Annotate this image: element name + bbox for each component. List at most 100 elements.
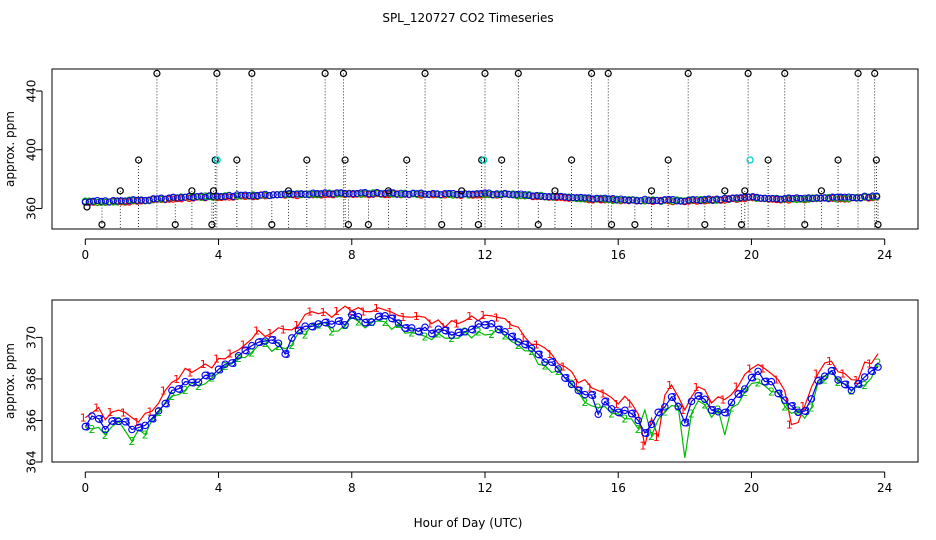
series-1-label: 1 [746,363,753,376]
series-1-label: 1 [386,306,393,319]
series-point [809,194,817,203]
series-point [585,194,593,202]
series-3-point [687,397,696,406]
series-point [165,194,173,202]
series-point [869,192,877,200]
series-point [457,190,465,198]
series-2-label: 2 [648,430,655,443]
series-point [661,196,669,204]
series-point [593,194,601,202]
series-3-point [381,312,389,320]
series-point [705,195,713,203]
series-3-point [148,414,156,423]
series-2-label: 2 [781,400,788,413]
series-1-label: 1 [293,319,300,332]
series-1-label: 1 [346,305,353,318]
series-2-label: 2 [808,402,815,415]
series-3-point [348,311,356,319]
series-2-label: 2 [168,390,175,403]
series-point [153,195,161,203]
series-3-point [487,319,496,328]
series-3-point [674,402,682,411]
series-1-label: 1 [559,361,566,374]
series-point [137,196,145,204]
series-3-point [521,340,529,349]
series-point [221,193,229,201]
series-3-label: 3 [803,405,810,418]
series-point [801,194,809,202]
outlier-point [534,220,542,229]
series-2-label: 2 [475,325,482,338]
series-3-point [787,402,796,410]
series-point [737,194,745,202]
series-3-point [368,318,376,326]
series-point [229,192,237,200]
series-3-point [447,331,456,339]
series-2-label: 2 [182,384,189,397]
series-3-label: 3 [603,396,610,409]
outlier-point [744,69,752,78]
top-x-axis: 0 4 8 12 16 20 24 [81,238,892,262]
top-y-axis-label: approx. ppm [3,111,17,187]
series-3-point [441,326,449,335]
series-point [309,189,317,197]
series-point [701,195,709,204]
series-3-point [801,407,809,415]
series-3-label: 3 [777,388,784,401]
outlier-point [801,220,809,229]
series-2-label: 2 [501,330,508,343]
series-3-label: 3 [617,406,624,419]
outlier-point [551,187,559,195]
series-1-label: 1 [599,387,606,400]
series-point [605,195,613,203]
series-3-point [88,412,96,420]
series-point [237,191,245,199]
series-point [217,192,225,201]
series-2-label: 2 [435,327,442,340]
series-3-point [461,328,469,336]
series-3-point [860,373,869,381]
series-1-label: 1 [226,347,233,360]
series-3-label: 3 [790,400,797,413]
series-point [357,189,365,197]
series-3-label: 3 [643,427,650,440]
series-point [781,195,789,203]
series-3-point [514,338,523,346]
series-3-point [288,334,296,342]
series-point [561,193,569,201]
outlier-point [116,187,124,195]
series-point [289,190,297,198]
series-point [117,197,125,205]
series-3-label: 3 [150,412,157,425]
series-3-label: 3 [723,406,730,419]
series-3-point [747,373,756,382]
series-3-label: 3 [457,326,464,339]
series-1-label: 1 [240,339,247,352]
series-point [545,193,553,201]
series-3-point [241,346,249,355]
series-1-label: 1 [519,331,526,344]
series-3-label: 3 [190,377,197,390]
series-2-label: 2 [395,318,402,331]
series-2-label: 2 [88,423,95,436]
series-point [365,190,373,198]
series-3-point [94,415,103,423]
series-point [577,193,585,201]
series-point [501,189,509,197]
series-point [493,190,501,198]
series-point [373,188,381,197]
series-point [433,190,441,198]
series-1-label: 1 [400,311,407,324]
series-3-point [268,336,276,344]
series-1-label: 1 [546,348,553,361]
series-1-label: 1 [799,400,806,413]
series-1-label: 1 [866,358,873,371]
series-3-point [641,429,649,437]
series-1-label: 1 [693,381,700,394]
series-point [581,194,589,202]
series-3-point [827,367,836,375]
series-1-label: 1 [160,385,167,398]
series-point [857,194,865,202]
outlier-point [684,69,692,78]
series-3-label: 3 [430,328,437,341]
